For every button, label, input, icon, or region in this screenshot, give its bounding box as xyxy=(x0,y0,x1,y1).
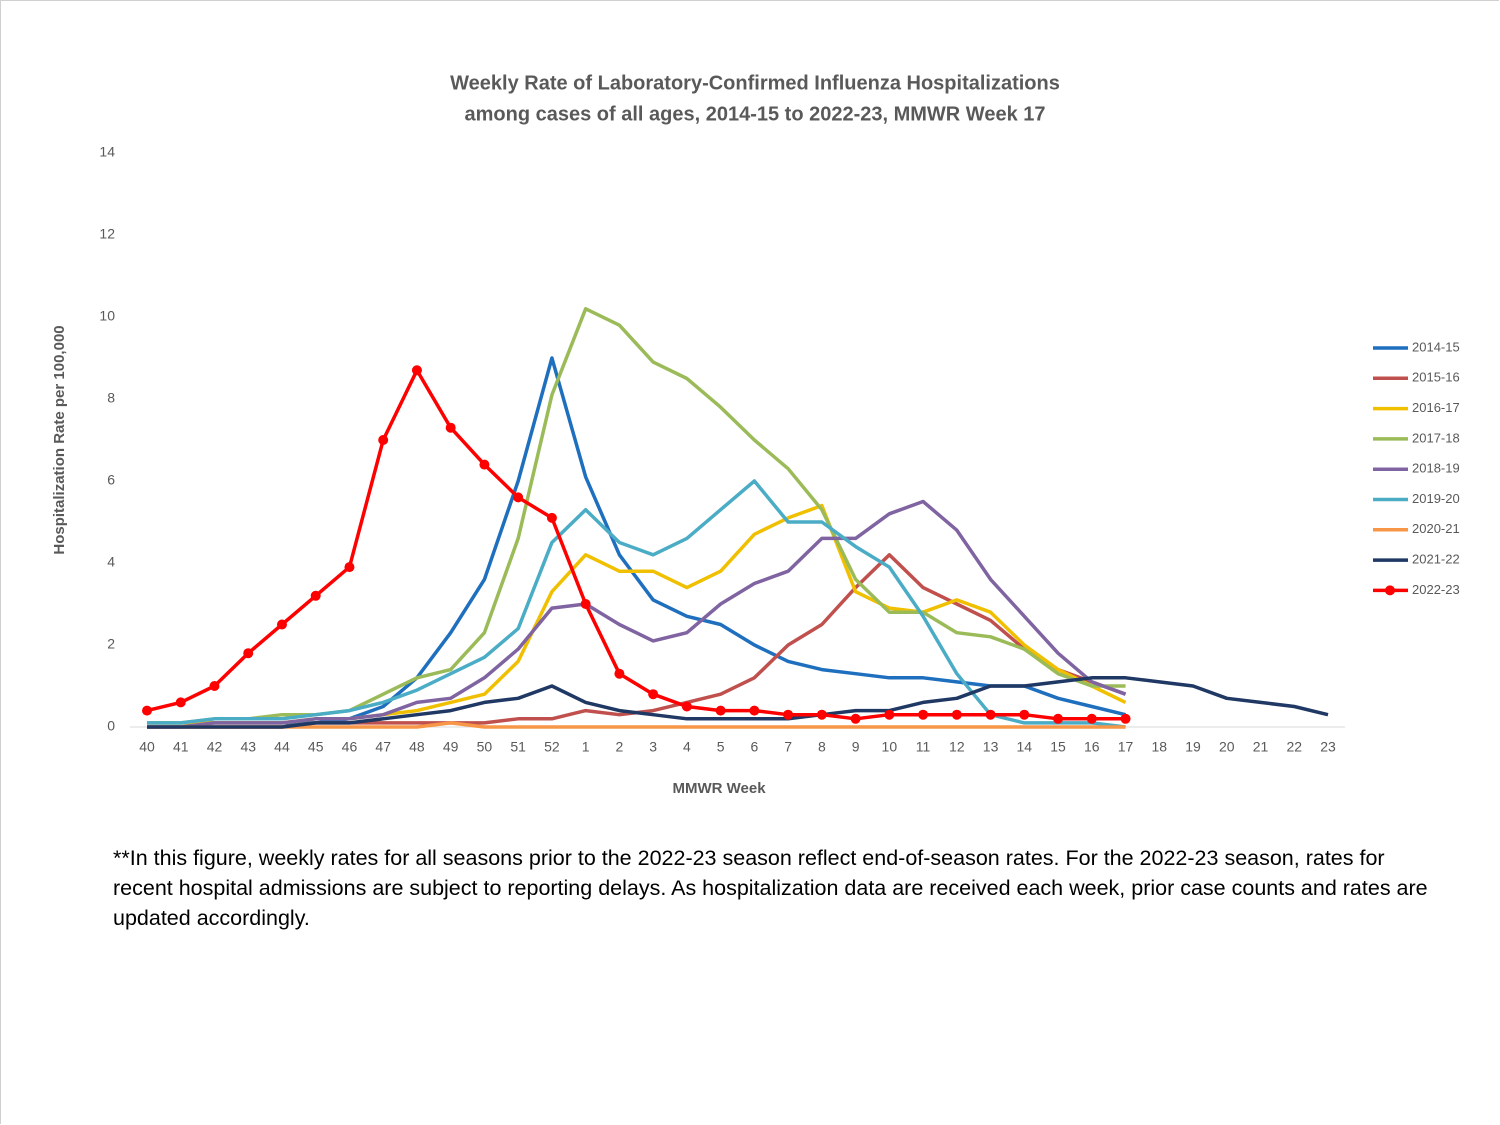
y-tick-label: 8 xyxy=(107,390,115,406)
x-tick-label: 46 xyxy=(342,739,358,755)
legend-label: 2022-23 xyxy=(1412,582,1460,597)
point xyxy=(1053,713,1064,724)
y-tick-label: 6 xyxy=(107,472,115,488)
point xyxy=(546,512,557,523)
x-tick-label: 52 xyxy=(544,739,560,755)
legend-label: 2016-17 xyxy=(1412,400,1460,415)
point xyxy=(310,590,321,601)
legend-label: 2015-16 xyxy=(1412,370,1460,385)
chart-subtitle: among cases of all ages, 2014-15 to 2022… xyxy=(465,103,1046,125)
x-tick-label: 7 xyxy=(784,739,792,755)
series-line xyxy=(147,479,1126,729)
x-tick-label: 10 xyxy=(882,739,898,755)
y-axis-title: Hospitalization Rate per 100,000 xyxy=(51,325,68,554)
point xyxy=(783,709,794,720)
series-line xyxy=(147,307,1126,725)
legend-label: 2018-19 xyxy=(1412,461,1460,476)
x-tick-label: 11 xyxy=(916,739,931,755)
legend-label: 2014-15 xyxy=(1412,339,1460,354)
x-tick-label: 19 xyxy=(1185,739,1201,755)
series-line xyxy=(146,368,1126,721)
x-tick-label: 3 xyxy=(649,739,657,755)
point xyxy=(378,435,389,445)
y-tick-label: 14 xyxy=(99,144,115,160)
x-tick-label: 48 xyxy=(409,739,425,755)
x-tick-label: 5 xyxy=(717,739,725,755)
point xyxy=(411,365,422,376)
series-line xyxy=(147,676,1329,729)
x-tick-label: 18 xyxy=(1151,739,1167,755)
x-tick-label: 9 xyxy=(852,739,860,755)
point xyxy=(209,681,220,691)
x-tick-label: 17 xyxy=(1118,739,1134,755)
x-tick-label: 22 xyxy=(1286,739,1302,755)
x-tick-label: 50 xyxy=(477,739,493,755)
x-tick-label: 16 xyxy=(1084,739,1100,755)
point xyxy=(614,668,625,679)
point xyxy=(715,705,726,716)
x-tick-label: 13 xyxy=(983,739,999,755)
point xyxy=(276,619,287,630)
point xyxy=(445,422,456,433)
legend-label: 2017-18 xyxy=(1412,430,1460,445)
x-tick-label: 47 xyxy=(375,739,391,755)
point xyxy=(142,705,152,716)
y-tick-label: 12 xyxy=(99,226,115,242)
x-tick-label: 8 xyxy=(818,739,826,755)
x-axis-title: MMWR Week xyxy=(672,780,766,797)
point xyxy=(513,492,524,503)
x-tick-label: 51 xyxy=(510,739,526,755)
x-tick-label: 6 xyxy=(750,739,758,755)
x-tick-label: 42 xyxy=(207,739,223,755)
point xyxy=(681,701,692,712)
point xyxy=(918,709,929,720)
x-tick-label: 43 xyxy=(240,739,256,755)
series-line xyxy=(147,499,1127,729)
point xyxy=(175,697,186,708)
point xyxy=(1019,709,1030,720)
x-tick-label: 44 xyxy=(274,739,290,755)
point xyxy=(344,562,355,573)
legend-marker xyxy=(1385,585,1395,596)
x-tick-label: 15 xyxy=(1050,739,1066,755)
x-tick-label: 49 xyxy=(443,739,459,755)
point xyxy=(951,709,962,720)
chart-title: Weekly Rate of Laboratory-Confirmed Infl… xyxy=(450,72,1060,94)
point xyxy=(985,709,996,720)
point xyxy=(580,599,591,609)
point xyxy=(648,689,659,700)
series-line xyxy=(147,721,1126,729)
point xyxy=(749,705,760,716)
legend-label: 2021-22 xyxy=(1412,552,1460,567)
point xyxy=(1086,713,1097,724)
point xyxy=(816,709,827,720)
y-tick-label: 2 xyxy=(107,636,115,652)
x-tick-label: 2 xyxy=(616,739,624,755)
y-tick-label: 10 xyxy=(99,308,115,324)
point xyxy=(479,459,490,470)
y-tick-label: 4 xyxy=(107,554,115,570)
y-tick-label: 0 xyxy=(107,718,115,734)
legend-label: 2020-21 xyxy=(1412,521,1460,536)
x-tick-label: 1 xyxy=(582,739,590,755)
series-line xyxy=(147,356,1126,725)
x-tick-label: 21 xyxy=(1253,739,1269,755)
point xyxy=(884,709,895,720)
x-tick-label: 4 xyxy=(683,739,691,755)
legend-label: 2019-20 xyxy=(1412,491,1460,506)
x-tick-label: 14 xyxy=(1017,739,1033,755)
point xyxy=(850,713,861,724)
x-tick-label: 12 xyxy=(949,739,965,755)
point xyxy=(1120,713,1131,724)
footnote: **In this figure, weekly rates for all s… xyxy=(113,846,1428,930)
x-tick-label: 40 xyxy=(139,739,155,755)
x-tick-label: 20 xyxy=(1219,739,1235,755)
x-tick-label: 41 xyxy=(173,739,189,755)
x-tick-label: 23 xyxy=(1320,739,1336,755)
x-tick-label: 45 xyxy=(308,739,324,755)
point xyxy=(243,648,254,659)
